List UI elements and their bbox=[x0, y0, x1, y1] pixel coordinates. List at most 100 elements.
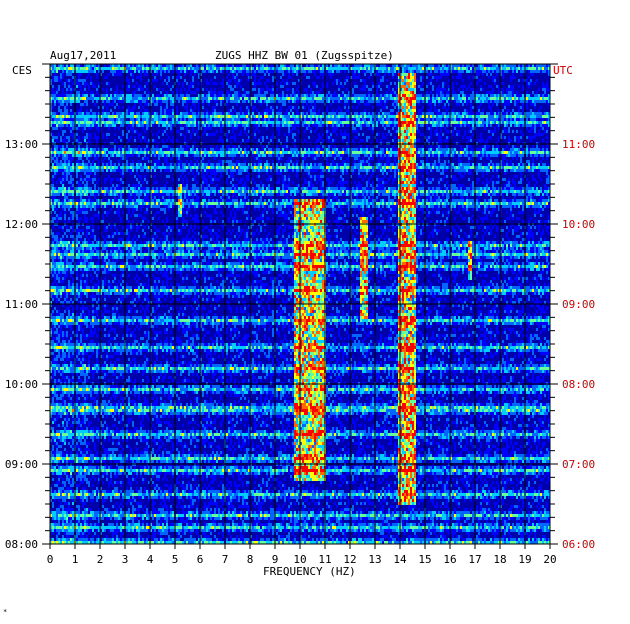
heatmap-cell bbox=[134, 454, 138, 457]
heatmap-cell bbox=[408, 505, 416, 508]
heatmap-cell bbox=[412, 466, 414, 469]
heatmap-cell bbox=[408, 535, 412, 538]
heatmap-cell bbox=[538, 493, 540, 496]
heatmap-cell bbox=[462, 529, 466, 532]
heatmap-cell bbox=[492, 487, 496, 490]
heatmap-cell bbox=[486, 475, 492, 478]
heatmap-cell bbox=[166, 457, 168, 460]
heatmap-cell bbox=[410, 517, 412, 520]
heatmap-cell bbox=[242, 457, 244, 460]
heatmap-cell bbox=[308, 514, 312, 517]
heatmap-cell bbox=[146, 430, 148, 433]
heatmap-cell bbox=[238, 445, 240, 448]
heatmap-cell bbox=[116, 469, 118, 472]
heatmap-cell bbox=[350, 496, 354, 499]
heatmap-cell bbox=[508, 466, 510, 469]
heatmap-cell bbox=[380, 490, 382, 493]
heatmap-cell bbox=[490, 493, 492, 496]
heatmap-cell bbox=[100, 442, 102, 445]
heatmap-cell bbox=[242, 481, 244, 484]
heatmap-cell bbox=[264, 457, 270, 460]
heatmap-cell bbox=[160, 454, 162, 457]
heatmap-cell bbox=[112, 424, 116, 427]
heatmap-cell bbox=[282, 514, 288, 517]
heatmap-cell bbox=[318, 517, 320, 520]
heatmap-cell bbox=[246, 502, 248, 505]
heatmap-cell bbox=[68, 454, 70, 457]
heatmap-cell bbox=[384, 454, 386, 457]
heatmap-cell bbox=[340, 478, 342, 481]
heatmap-cell bbox=[70, 481, 72, 484]
heatmap-cell bbox=[286, 454, 288, 457]
heatmap-cell bbox=[136, 442, 138, 445]
heatmap-cell bbox=[92, 469, 94, 472]
heatmap-cell bbox=[284, 433, 286, 436]
heatmap-cell bbox=[242, 475, 244, 478]
heatmap-cell bbox=[448, 493, 450, 496]
heatmap-cell bbox=[280, 433, 284, 436]
heatmap-cell bbox=[526, 517, 528, 520]
heatmap-cell bbox=[318, 454, 320, 457]
heatmap-cell bbox=[228, 469, 230, 472]
heatmap-cell bbox=[282, 484, 284, 487]
heatmap-cell bbox=[174, 454, 178, 457]
heatmap-cell bbox=[270, 460, 272, 463]
heatmap-cell bbox=[484, 466, 490, 469]
heatmap-cell bbox=[206, 496, 208, 499]
heatmap-cell bbox=[96, 469, 98, 472]
heatmap-cell bbox=[180, 535, 182, 538]
heatmap-cell bbox=[284, 517, 286, 520]
heatmap-cell bbox=[414, 532, 416, 535]
heatmap-cell bbox=[184, 541, 186, 544]
heatmap-cell bbox=[400, 457, 406, 460]
heatmap-cell bbox=[66, 430, 70, 433]
heatmap-cell bbox=[68, 418, 70, 421]
heatmap-cell bbox=[428, 466, 432, 469]
heatmap-cell bbox=[214, 433, 220, 436]
heatmap-cell bbox=[264, 466, 270, 469]
heatmap-cell bbox=[538, 454, 544, 457]
heatmap-cell bbox=[348, 457, 350, 460]
heatmap-cell bbox=[322, 475, 324, 478]
heatmap-cell bbox=[386, 436, 392, 439]
heatmap-cell bbox=[290, 520, 292, 523]
heatmap-cell bbox=[452, 490, 454, 493]
heatmap-cell bbox=[330, 520, 332, 523]
heatmap-cell bbox=[342, 454, 344, 457]
heatmap-cell bbox=[254, 436, 256, 439]
heatmap-cell bbox=[174, 526, 182, 529]
heatmap-cell bbox=[166, 451, 170, 454]
heatmap-cell bbox=[518, 490, 520, 493]
heatmap-cell bbox=[176, 529, 178, 532]
heatmap-cell bbox=[542, 514, 544, 517]
heatmap-cell bbox=[72, 439, 76, 442]
heatmap-cell bbox=[206, 526, 210, 529]
heatmap-cell bbox=[60, 454, 62, 457]
heatmap-cell bbox=[494, 424, 498, 427]
heatmap-cell bbox=[246, 484, 248, 487]
heatmap-cell bbox=[106, 430, 108, 433]
heatmap-cell bbox=[122, 523, 126, 526]
heatmap-cell bbox=[348, 493, 350, 496]
heatmap-cell bbox=[520, 496, 524, 499]
heatmap-cell bbox=[332, 526, 336, 529]
heatmap-cell bbox=[72, 430, 74, 433]
heatmap-cell bbox=[414, 451, 416, 454]
heatmap-cell bbox=[316, 439, 318, 442]
heatmap-cell bbox=[412, 517, 414, 520]
heatmap-cell bbox=[368, 511, 372, 514]
heatmap-cell bbox=[64, 442, 66, 445]
heatmap-cell bbox=[262, 511, 264, 514]
heatmap-cell bbox=[126, 454, 128, 457]
heatmap-cell bbox=[440, 541, 442, 544]
heatmap-cell bbox=[236, 490, 240, 493]
heatmap-cell bbox=[132, 478, 134, 481]
heatmap-cell bbox=[410, 481, 412, 484]
heatmap-cell bbox=[538, 523, 550, 526]
heatmap-cell bbox=[120, 490, 122, 493]
heatmap-cell bbox=[526, 493, 528, 496]
heatmap-cell bbox=[480, 541, 482, 544]
heatmap-cell bbox=[176, 439, 178, 442]
heatmap-cell bbox=[258, 514, 260, 517]
heatmap-cell bbox=[138, 490, 142, 493]
